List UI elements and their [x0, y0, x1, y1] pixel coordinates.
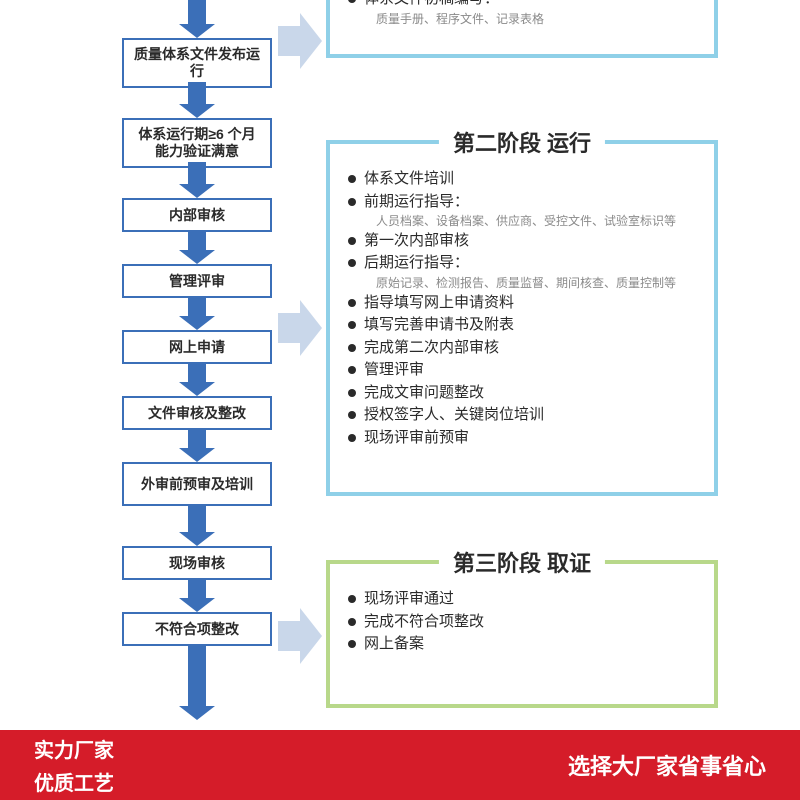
stage-bullet: 体系文件初稿编写： [348, 0, 696, 11]
flow-step: 现场审核 [122, 546, 272, 580]
flow-arrow-down [179, 364, 215, 396]
stage-bullet: 现场评审前预审 [348, 427, 696, 450]
flow-step: 文件审核及整改 [122, 396, 272, 430]
stage-bullet: 前期运行指导： [348, 191, 696, 214]
stage-bullet: 授权签字人、关键岗位培训 [348, 404, 696, 427]
stage-bullet: 填写完善申请书及附表 [348, 314, 696, 337]
flow-step: 体系运行期≥6 个月能力验证满意 [122, 118, 272, 168]
flow-arrow-down [179, 430, 215, 462]
flow-arrow-down [179, 580, 215, 612]
flow-step: 管理评审 [122, 264, 272, 298]
connector-arrow-right [278, 300, 322, 356]
stage-bullet: 后期运行指导： [348, 252, 696, 275]
flow-arrow-down [179, 0, 215, 38]
flow-arrow-down [179, 298, 215, 330]
flow-arrow-down [179, 82, 215, 118]
connector-arrow-right [278, 608, 322, 664]
flow-arrow-down [179, 162, 215, 198]
flowchart-diagram: 质量体系文件发布运行体系运行期≥6 个月能力验证满意内部审核管理评审网上申请文件… [0, 0, 800, 800]
stage-panel: 第三阶段 取证现场评审通过完成不符合项整改网上备案 [326, 560, 718, 708]
promo-bar: 实力厂家优质工艺 选择大厂家省事省心 [0, 730, 800, 800]
stage-panel: 第二阶段 运行体系文件培训前期运行指导：人员档案、设备档案、供应商、受控文件、试… [326, 140, 718, 496]
stage-title: 第三阶段 取证 [439, 546, 605, 578]
promo-left-line2: 优质工艺 [34, 767, 114, 796]
stage-bullet: 指导填写网上申请资料 [348, 292, 696, 315]
stage-item-list: 现场评审通过完成不符合项整改网上备案 [348, 588, 696, 656]
stage-item-list: 体系文件培训前期运行指导：人员档案、设备档案、供应商、受控文件、试验室标识等第一… [348, 168, 696, 449]
stage-bullet: 第一次内部审核 [348, 230, 696, 253]
stage-bullet: 管理评审 [348, 359, 696, 382]
stage-panel: 体系文件初稿编写：质量手册、程序文件、记录表格 [326, 0, 718, 58]
promo-right: 选择大厂家省事省心 [568, 749, 766, 781]
flow-arrow-down [179, 506, 215, 546]
stage-sub-note: 人员档案、设备档案、供应商、受控文件、试验室标识等 [348, 213, 696, 230]
stage-title: 第二阶段 运行 [439, 126, 605, 158]
stage-bullet: 现场评审通过 [348, 588, 696, 611]
stage-item-list: 体系文件初稿编写：质量手册、程序文件、记录表格 [348, 0, 696, 27]
stage-bullet: 完成不符合项整改 [348, 611, 696, 634]
stage-bullet: 完成文审问题整改 [348, 382, 696, 405]
stage-bullet: 体系文件培训 [348, 168, 696, 191]
stage-bullet: 完成第二次内部审核 [348, 337, 696, 360]
stage-bullet: 网上备案 [348, 633, 696, 656]
connector-arrow-right [278, 13, 322, 69]
flow-step: 不符合项整改 [122, 612, 272, 646]
promo-left-line1: 实力厂家 [34, 734, 114, 763]
flow-step: 外审前预审及培训 [122, 462, 272, 506]
flow-arrow-down [179, 232, 215, 264]
flow-step: 内部审核 [122, 198, 272, 232]
stage-sub-note: 质量手册、程序文件、记录表格 [348, 11, 696, 28]
stage-sub-note: 原始记录、检测报告、质量监督、期间核查、质量控制等 [348, 275, 696, 292]
flow-step: 网上申请 [122, 330, 272, 364]
flow-arrow-down [179, 646, 215, 720]
promo-left: 实力厂家优质工艺 [34, 734, 114, 796]
flow-step: 质量体系文件发布运行 [122, 38, 272, 88]
